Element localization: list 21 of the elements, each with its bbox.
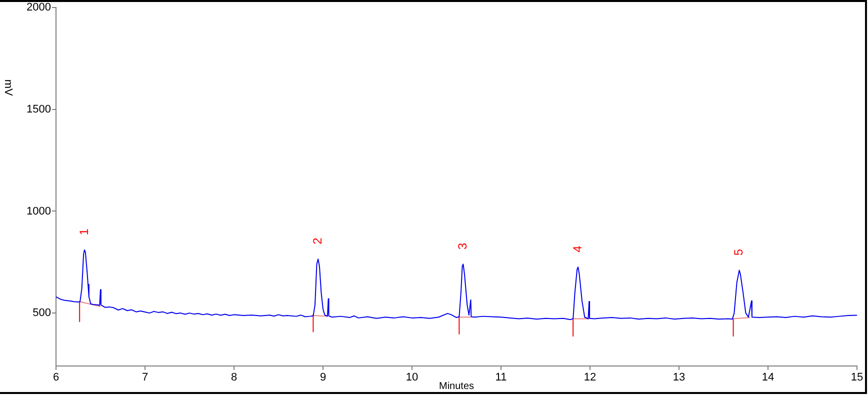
annotation: 4	[570, 245, 584, 252]
x-tick-label: 11	[495, 372, 507, 384]
x-tick-label: 10	[406, 372, 418, 384]
x-axis-title: Minutes	[438, 380, 474, 392]
annotation: 1	[76, 228, 91, 236]
annotation: 2	[310, 237, 324, 244]
y-tick-label: 500	[32, 307, 51, 320]
x-tick-label: 12	[584, 372, 596, 384]
y-axis-title: mV	[2, 79, 14, 97]
x-tick-label: 7	[142, 372, 148, 384]
x-tick-label: 8	[230, 372, 238, 384]
annotation: 5	[732, 248, 746, 256]
y-tick-label: 2000	[26, 2, 51, 14]
x-tick-label: 6	[52, 372, 60, 384]
x-tick-label: 14	[762, 372, 774, 384]
x-tick-label: 9	[320, 372, 326, 384]
annotation: 3	[455, 242, 470, 250]
x-tick-label: 15	[850, 372, 864, 384]
y-tick-label: 1500	[26, 103, 51, 116]
y-tick-label: 1000	[26, 205, 51, 218]
x-tick-label: 13	[672, 372, 686, 384]
